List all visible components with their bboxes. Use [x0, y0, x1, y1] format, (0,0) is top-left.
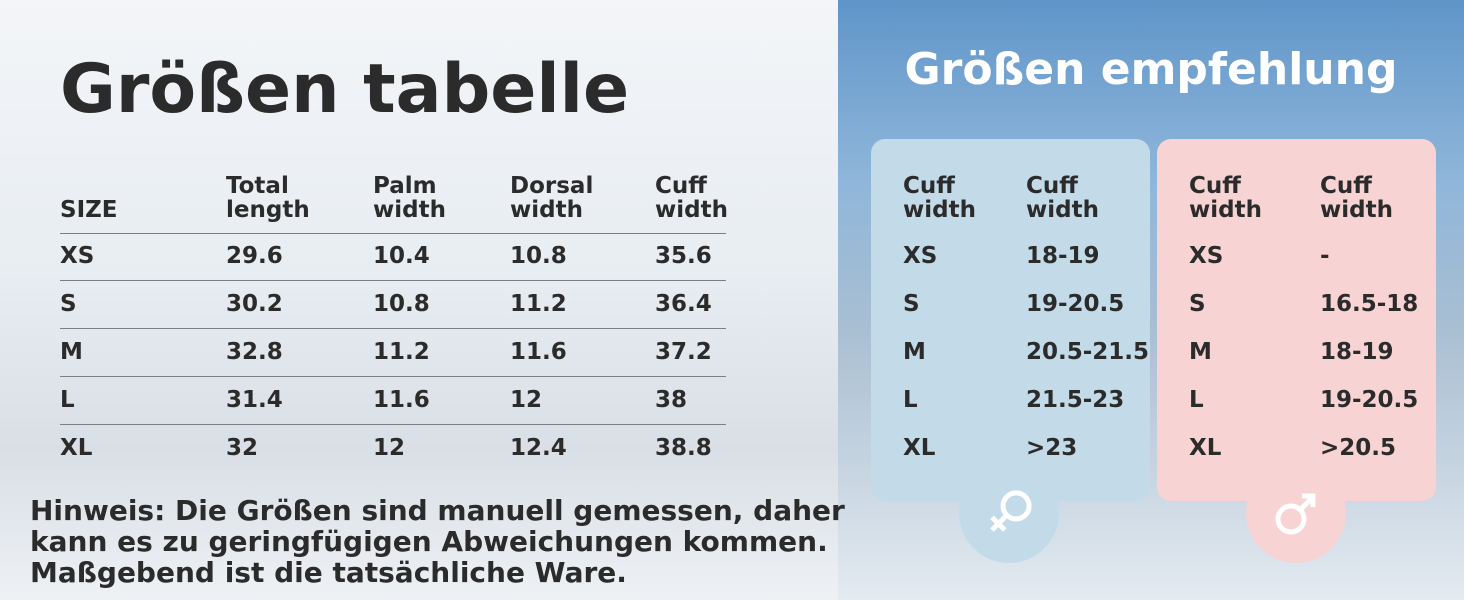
table-cell: 38.8: [655, 435, 712, 461]
table-cell: M: [1189, 339, 1212, 365]
note-line: kann es zu geringfügigen Abweichungen ko…: [30, 525, 828, 558]
table-cell: XS: [1189, 243, 1224, 269]
column-header: Palm width: [373, 173, 446, 223]
female-badge: [959, 463, 1059, 563]
table-cell: S: [1189, 291, 1206, 317]
note-line: Hinweis: Die Größen sind manuell gemesse…: [30, 494, 845, 527]
table-cell: XS: [60, 243, 95, 269]
column-header: Dorsal width: [510, 173, 594, 223]
table-cell: 35.6: [655, 243, 712, 269]
table-cell: -: [1320, 243, 1330, 269]
table-cell: 29.6: [226, 243, 283, 269]
column-header: SIZE: [60, 197, 118, 223]
table-cell: 10.8: [510, 243, 567, 269]
table-cell: M: [903, 339, 926, 365]
table-cell: 18-19: [1026, 243, 1100, 269]
row-rule: [60, 376, 726, 377]
row-rule: [60, 328, 726, 329]
table-cell: 10.8: [373, 291, 430, 317]
table-cell: XL: [60, 435, 93, 461]
column-header: Cuff width: [655, 173, 728, 223]
note-line: Maßgebend ist die tatsächliche Ware.: [30, 556, 627, 589]
table-cell: L: [1189, 387, 1204, 413]
male-badge: [1246, 463, 1346, 563]
table-cell: 37.2: [655, 339, 712, 365]
recommendation-title: Größen empfehlung: [904, 44, 1398, 95]
table-cell: 12.4: [510, 435, 567, 461]
table-cell: 32: [226, 435, 259, 461]
table-cell: 11.2: [373, 339, 430, 365]
table-cell: L: [903, 387, 918, 413]
table-cell: S: [60, 291, 77, 317]
table-cell: 11.6: [373, 387, 430, 413]
column-header: Total length: [226, 173, 310, 223]
table-cell: >20.5: [1320, 435, 1397, 461]
male-card: [1157, 139, 1436, 501]
row-rule: [60, 424, 726, 425]
female-icon: [990, 490, 1032, 532]
table-cell: 12: [510, 387, 543, 413]
table-cell: 21.5-23: [1026, 387, 1125, 413]
table-cell: 12: [373, 435, 406, 461]
header-rule: [60, 233, 726, 234]
table-cell: >23: [1026, 435, 1078, 461]
table-cell: S: [903, 291, 920, 317]
table-cell: 19-20.5: [1026, 291, 1125, 317]
table-cell: 30.2: [226, 291, 283, 317]
table-cell: 16.5-18: [1320, 291, 1419, 317]
table-cell: 32.8: [226, 339, 283, 365]
title: Größen tabelle: [60, 50, 630, 129]
column-header: Cuff width: [1189, 173, 1262, 223]
table-cell: XL: [903, 435, 936, 461]
table-cell: 10.4: [373, 243, 430, 269]
table-cell: 36.4: [655, 291, 712, 317]
row-rule: [60, 280, 726, 281]
table-cell: XL: [1189, 435, 1222, 461]
table-cell: 19-20.5: [1320, 387, 1419, 413]
table-cell: M: [60, 339, 83, 365]
table-cell: 38: [655, 387, 688, 413]
table-cell: 11.2: [510, 291, 567, 317]
table-cell: XS: [903, 243, 938, 269]
table-cell: 18-19: [1320, 339, 1394, 365]
column-header: Cuff width: [1320, 173, 1393, 223]
female-card: [871, 139, 1150, 501]
column-header: Cuff width: [903, 173, 976, 223]
table-cell: 31.4: [226, 387, 283, 413]
male-icon: [1275, 493, 1316, 535]
table-cell: L: [60, 387, 75, 413]
table-cell: 20.5-21.5: [1026, 339, 1150, 365]
table-cell: 11.6: [510, 339, 567, 365]
column-header: Cuff width: [1026, 173, 1099, 223]
